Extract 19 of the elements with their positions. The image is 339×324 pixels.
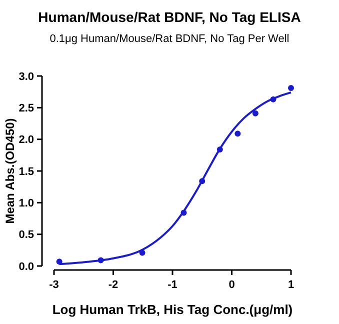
- x-tick-label: -3: [49, 279, 59, 291]
- point: [252, 110, 258, 116]
- x-tick-label: 0: [228, 279, 235, 291]
- y-tick-label: 1.0: [18, 198, 34, 210]
- y-tick-label: 3.0: [18, 70, 34, 83]
- y-tick-label: 0.5: [18, 229, 34, 242]
- y-tick-label: 2.0: [18, 134, 34, 146]
- x-tick-label: 1: [288, 279, 294, 291]
- point: [234, 130, 241, 137]
- chart-subtitle: 0.1μg Human/Mouse/Rat BDNF, No Tag Per Well: [50, 33, 290, 45]
- x-tick-label: -1: [168, 279, 178, 291]
- x-axis-title: Log Human TrkB, His Tag Conc.(μg/ml): [52, 302, 293, 317]
- y-tick-label: 2.5: [18, 102, 34, 115]
- x-tick-label: -2: [108, 279, 118, 291]
- chart-title: Human/Mouse/Rat BDNF, No Tag ELISA: [38, 9, 301, 25]
- y-tick-label: 0.0: [18, 260, 34, 273]
- y-tick-label: 1.5: [18, 166, 34, 178]
- y-axis-title: Mean Abs.(OD450): [3, 118, 17, 224]
- point: [288, 85, 294, 92]
